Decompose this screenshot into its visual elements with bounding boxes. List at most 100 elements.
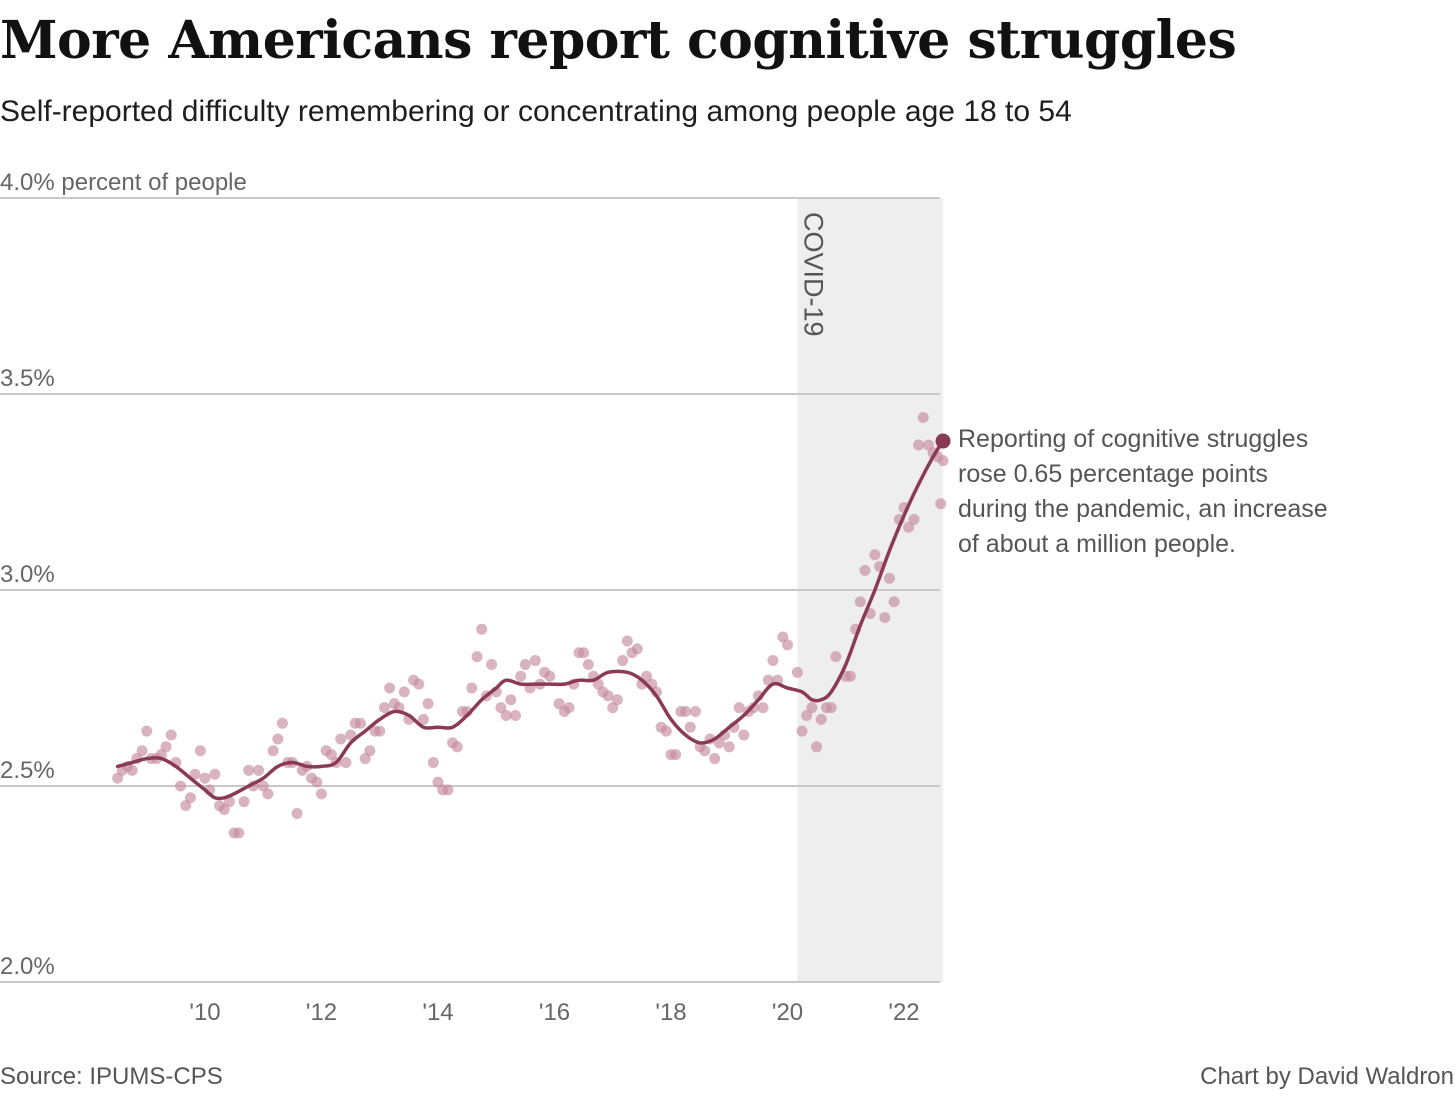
x-tick-label: '10 <box>189 999 220 1026</box>
x-axis-labels: '10 '12 '14 '16 '18 '20 '22 <box>189 999 919 1026</box>
y-tick-label: 2.5% <box>0 757 55 784</box>
data-point <box>762 674 774 686</box>
data-point <box>903 521 915 533</box>
data-point <box>253 764 265 776</box>
gridlines <box>0 197 940 983</box>
data-point <box>733 702 745 714</box>
data-point <box>272 733 284 745</box>
data-point <box>660 725 672 737</box>
data-point <box>476 623 488 635</box>
data-point <box>811 741 823 753</box>
data-point <box>738 729 750 741</box>
data-point <box>879 611 891 623</box>
data-point <box>442 784 454 796</box>
data-point <box>311 776 323 788</box>
x-tick-label: '14 <box>422 999 453 1026</box>
data-point <box>767 655 779 667</box>
data-point <box>238 796 250 808</box>
chart-title: More Americans report cognitive struggle… <box>0 10 1237 71</box>
trend-line <box>115 439 945 801</box>
data-point <box>611 694 623 706</box>
x-tick-label: '22 <box>888 999 919 1026</box>
data-point <box>825 702 837 714</box>
data-point <box>935 498 947 510</box>
data-point <box>888 596 900 608</box>
data-point <box>801 709 813 721</box>
data-point <box>869 549 881 561</box>
data-point <box>374 725 386 737</box>
y-tick-label: 3.5% <box>0 365 55 392</box>
x-tick-label: '12 <box>306 999 337 1026</box>
data-point <box>427 756 439 768</box>
data-point <box>209 768 221 780</box>
data-point <box>262 788 274 800</box>
data-point <box>913 439 925 451</box>
data-point <box>782 639 793 651</box>
data-point <box>495 702 507 714</box>
data-point <box>466 682 478 694</box>
data-point <box>883 572 895 584</box>
data-point <box>267 745 279 757</box>
data-point <box>854 596 866 608</box>
data-point <box>602 690 614 702</box>
data-point <box>641 670 653 682</box>
data-point <box>422 698 434 710</box>
data-point <box>243 764 255 776</box>
data-point <box>141 725 153 737</box>
data-point <box>621 635 633 647</box>
data-point <box>709 753 721 765</box>
y-tick-label: 3.0% <box>0 561 55 588</box>
data-point <box>689 706 701 718</box>
data-point <box>345 729 357 741</box>
data-point <box>500 709 512 721</box>
data-point <box>364 745 376 757</box>
data-point <box>519 658 531 670</box>
data-point <box>670 749 682 761</box>
data-point <box>218 804 230 816</box>
chart-subtitle: Self-reported difficulty remembering or … <box>0 95 1072 128</box>
data-point <box>189 768 201 780</box>
data-point <box>830 651 842 663</box>
data-point <box>917 412 929 424</box>
data-point <box>165 729 177 741</box>
data-point <box>194 745 206 757</box>
data-point <box>471 651 483 663</box>
data-point <box>340 756 352 768</box>
trend-line-group <box>115 433 951 801</box>
data-point <box>136 745 148 757</box>
x-tick-label: '16 <box>539 999 570 1026</box>
data-point <box>806 702 818 714</box>
y-axis-labels: 4.0% percent of people 3.5% 3.0% 2.5% 2.0% <box>0 169 247 980</box>
data-point <box>486 658 498 670</box>
source-note: Source: IPUMS-CPS <box>0 1063 223 1090</box>
data-point <box>723 741 735 753</box>
data-point <box>844 670 856 682</box>
data-point <box>699 745 711 757</box>
data-point <box>175 780 187 792</box>
data-point <box>378 702 390 714</box>
data-point <box>815 713 827 725</box>
data-point <box>908 513 920 525</box>
data-point <box>515 670 527 682</box>
data-point <box>509 709 521 721</box>
data-point <box>529 655 541 667</box>
data-point <box>160 741 172 753</box>
data-point <box>184 792 196 804</box>
data-point <box>505 694 517 706</box>
data-point <box>553 698 565 710</box>
data-point <box>417 713 429 725</box>
data-point <box>398 686 410 698</box>
annotation-group: Reporting of cognitive struggles rose 0.6… <box>958 425 1328 558</box>
data-point <box>384 682 396 694</box>
data-point <box>223 796 235 808</box>
data-point <box>126 764 138 776</box>
data-point <box>937 455 949 467</box>
data-point <box>413 678 425 690</box>
x-tick-label: '18 <box>655 999 686 1026</box>
data-point <box>276 717 288 729</box>
data-point <box>859 564 871 576</box>
data-point <box>713 737 725 749</box>
data-point <box>757 702 769 714</box>
data-point <box>544 670 556 682</box>
data-point <box>291 807 303 819</box>
